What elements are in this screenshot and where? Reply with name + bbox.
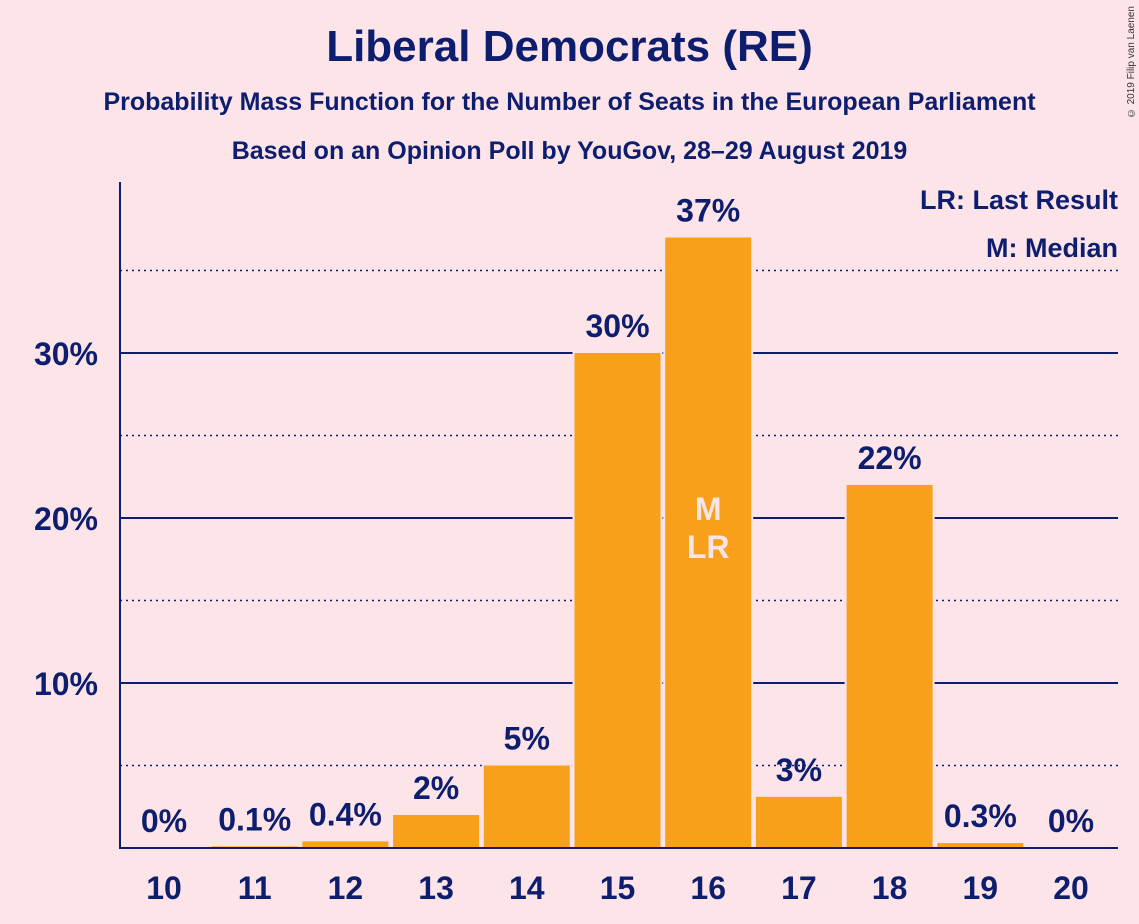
x-tick-label: 10 <box>146 870 182 906</box>
data-label-13: 2% <box>413 770 459 806</box>
y-tick-label: 10% <box>34 666 98 702</box>
data-label-15: 30% <box>585 308 649 344</box>
data-label-17: 3% <box>776 752 822 788</box>
bar-15 <box>574 353 661 848</box>
legend-median: M: Median <box>986 233 1118 263</box>
data-label-18: 22% <box>858 440 922 476</box>
x-tick-label: 17 <box>781 870 817 906</box>
bar-12 <box>302 841 389 848</box>
bars <box>209 236 1026 848</box>
x-tick-label: 15 <box>600 870 636 906</box>
bar-17 <box>755 796 842 848</box>
data-labels: 0% 0.1% 0.4% 2% 5% 30% 37% 3% 22% 0.3% 0% MLR <box>141 193 1094 840</box>
median-marker: M <box>695 491 722 527</box>
x-tick-label: 12 <box>328 870 364 906</box>
data-label-16: 37% <box>676 193 740 229</box>
data-label-14: 5% <box>504 721 550 757</box>
y-tick-label: 30% <box>34 336 98 372</box>
data-label-10: 0% <box>141 803 187 839</box>
x-tick-label: 20 <box>1053 870 1089 906</box>
data-label-20: 0% <box>1048 803 1094 839</box>
data-label-11: 0.1% <box>218 801 291 837</box>
y-tick-label: 20% <box>34 501 98 537</box>
x-tick-label: 19 <box>963 870 999 906</box>
x-tick-label: 11 <box>238 870 272 906</box>
x-tick-label: 18 <box>872 870 908 906</box>
x-tick-label: 14 <box>509 870 545 906</box>
x-tick-label: 16 <box>690 870 726 906</box>
bar-16 <box>665 237 752 848</box>
chart-source: Based on an Opinion Poll by YouGov, 28–2… <box>231 137 908 165</box>
data-label-12: 0.4% <box>309 796 382 832</box>
x-tick-label: 13 <box>418 870 454 906</box>
data-label-19: 0.3% <box>944 798 1017 834</box>
chart-title: Liberal Democrats (RE) <box>326 22 813 71</box>
bar-18 <box>846 485 933 848</box>
last-result-marker: LR <box>687 529 730 565</box>
bar-13 <box>393 815 480 848</box>
bar-14 <box>483 765 570 848</box>
legend-last-result: LR: Last Result <box>920 185 1118 215</box>
chart-subtitle: Probability Mass Function for the Number… <box>103 88 1036 116</box>
axes: 10% 20% 30% 10 11 12 13 14 15 16 17 18 19 20 <box>34 182 1118 906</box>
bar-19 <box>937 843 1024 848</box>
